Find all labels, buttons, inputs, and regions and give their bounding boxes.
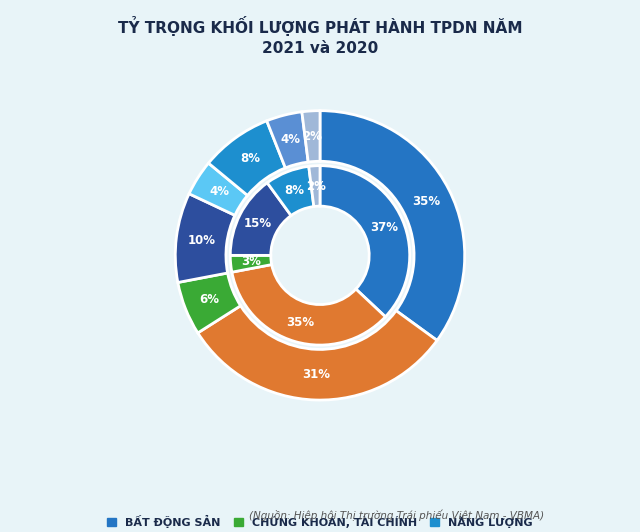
Text: (Nguồn: Hiệp hội Thị trường Trái phiếu Việt Nam - VBMA): (Nguồn: Hiệp hội Thị trường Trái phiếu V… xyxy=(249,510,545,521)
Text: 4%: 4% xyxy=(209,185,229,198)
Wedge shape xyxy=(178,273,241,333)
Text: 3%: 3% xyxy=(241,255,260,269)
Wedge shape xyxy=(175,194,235,282)
Text: 15%: 15% xyxy=(244,218,272,230)
Legend: BẤT ĐỘNG SẢN, NGÂN HÀNG, CHỨNG KHOÁN, TÀI CHÍNH, HH VÀ DV TIÊU DÙNG, NĂNG LƯỢNG,: BẤT ĐỘNG SẢN, NGÂN HÀNG, CHỨNG KHOÁN, TÀ… xyxy=(108,514,532,532)
Wedge shape xyxy=(230,255,271,272)
Text: 37%: 37% xyxy=(370,221,397,234)
Text: 4%: 4% xyxy=(280,133,300,146)
Wedge shape xyxy=(232,264,385,345)
Wedge shape xyxy=(268,167,314,215)
Wedge shape xyxy=(189,163,248,215)
Text: TỶ TRỌNG KHỐI LƯỢNG PHÁT HÀNH TPDN NĂM
2021 và 2020: TỶ TRỌNG KHỐI LƯỢNG PHÁT HÀNH TPDN NĂM 2… xyxy=(118,16,522,56)
Wedge shape xyxy=(308,165,320,206)
Text: 35%: 35% xyxy=(412,195,440,207)
Text: 2%: 2% xyxy=(303,130,323,143)
Text: 6%: 6% xyxy=(199,293,219,306)
Text: 31%: 31% xyxy=(302,368,330,381)
Wedge shape xyxy=(198,306,437,400)
Text: 10%: 10% xyxy=(188,234,216,247)
Wedge shape xyxy=(320,165,410,317)
Wedge shape xyxy=(302,111,320,162)
Text: 8%: 8% xyxy=(240,152,260,165)
Wedge shape xyxy=(320,111,465,340)
Text: 35%: 35% xyxy=(287,315,315,329)
Wedge shape xyxy=(209,121,285,195)
Wedge shape xyxy=(267,112,308,168)
Text: 8%: 8% xyxy=(284,184,305,197)
Wedge shape xyxy=(230,183,291,255)
Text: 2%: 2% xyxy=(306,179,326,193)
